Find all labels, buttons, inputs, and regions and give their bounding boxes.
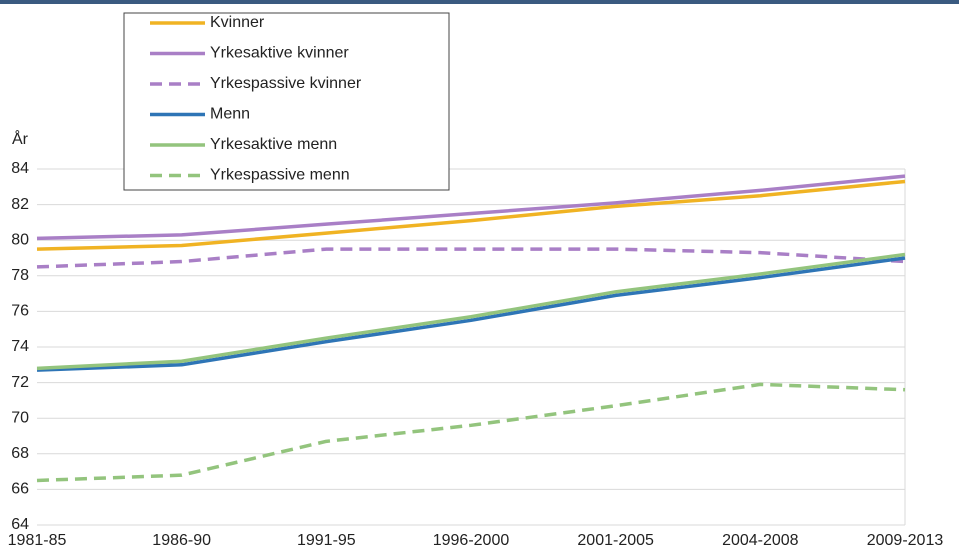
series-line — [36, 382, 906, 483]
y-tick-label: 68 — [11, 445, 29, 462]
legend-label: Menn — [210, 106, 250, 123]
y-tick-label: 74 — [11, 338, 29, 355]
y-tick-label: 76 — [11, 303, 29, 320]
x-tick-label: 2001-2005 — [577, 532, 654, 549]
legend-label: Yrkesaktive kvinner — [210, 45, 349, 62]
legend-label: Yrkespassive kvinner — [210, 75, 362, 92]
series-line — [36, 252, 906, 371]
y-axis-label: År — [12, 129, 29, 148]
series-line — [36, 174, 906, 241]
x-tick-label: 1986-90 — [152, 532, 211, 549]
series-line — [36, 256, 906, 372]
y-tick-label: 82 — [11, 196, 29, 213]
y-tick-label: 70 — [11, 409, 29, 426]
x-tick-label: 2004-2008 — [722, 532, 799, 549]
x-tick-label: 1996-2000 — [433, 532, 510, 549]
y-tick-label: 64 — [11, 516, 29, 533]
x-tick-label: 1981-85 — [8, 532, 67, 549]
x-tick-label: 2009-2013 — [867, 532, 944, 549]
y-tick-label: 66 — [11, 481, 29, 498]
y-tick-label: 72 — [11, 374, 29, 391]
legend-box — [123, 12, 450, 191]
y-tick-label: 80 — [11, 231, 29, 248]
y-tick-label: 78 — [11, 267, 29, 284]
series-line — [36, 179, 906, 251]
legend-label: Yrkespassive menn — [210, 167, 350, 184]
top-border — [0, 0, 959, 4]
x-tick-label: 1991-95 — [297, 532, 356, 549]
y-tick-label: 84 — [11, 160, 29, 177]
legend-label: Kvinner — [210, 14, 265, 31]
legend-label: Yrkesaktive menn — [210, 136, 337, 153]
series-line — [36, 247, 906, 269]
